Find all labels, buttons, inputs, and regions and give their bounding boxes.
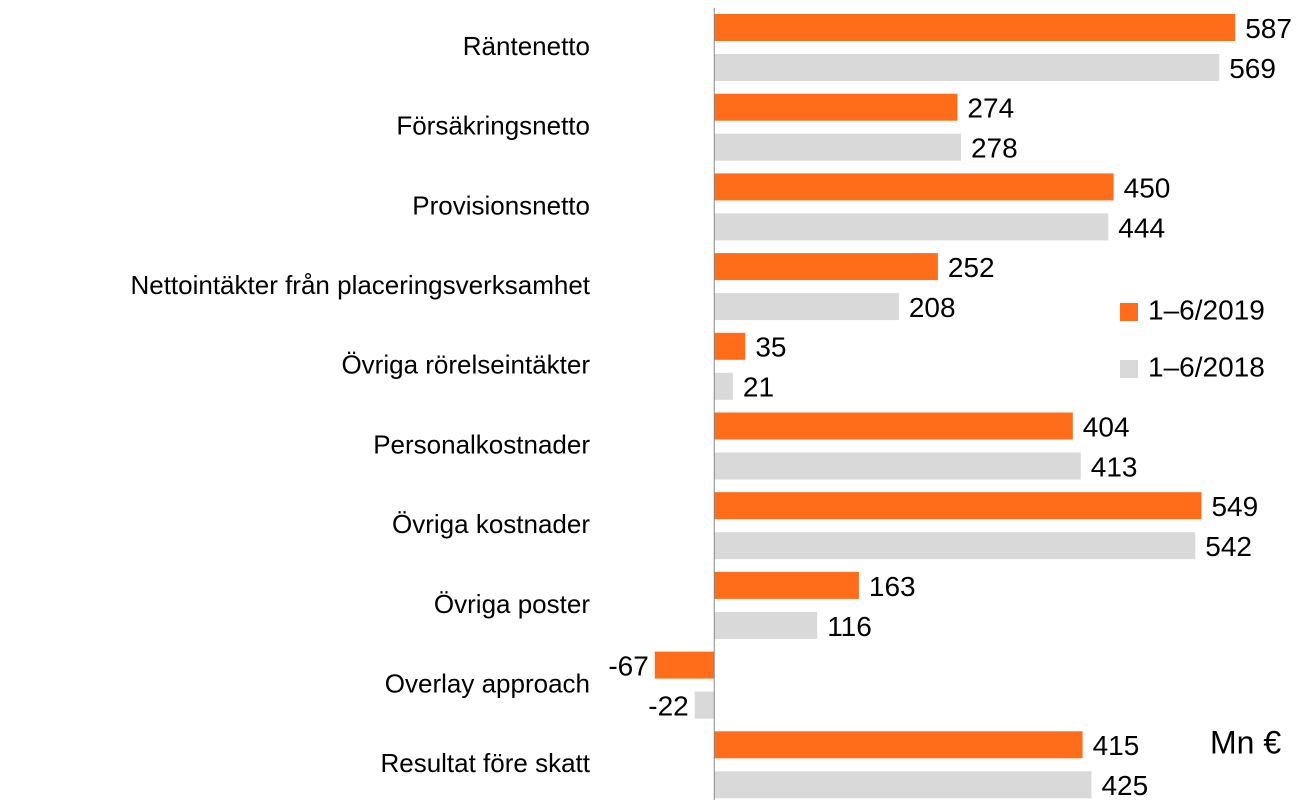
category-label: Försäkringsnetto (396, 111, 590, 141)
category-label: Resultat före skatt (380, 748, 590, 778)
value-label: 274 (967, 93, 1014, 124)
value-label: 569 (1229, 53, 1276, 84)
value-label: 116 (827, 611, 872, 642)
bar (714, 532, 1196, 560)
value-label: 35 (755, 332, 786, 363)
legend-swatch (1120, 360, 1138, 378)
bar (714, 213, 1109, 241)
legend-swatch (1120, 303, 1138, 321)
bar (714, 571, 859, 599)
bar (714, 771, 1092, 799)
bar (714, 332, 746, 360)
bar (714, 93, 958, 121)
value-label: 278 (971, 133, 1018, 164)
bar (714, 452, 1081, 480)
value-label: 444 (1118, 212, 1165, 243)
bar (714, 412, 1073, 440)
category-label: Övriga rörelseintäkter (341, 350, 590, 380)
category-label: Provisionsnetto (412, 190, 590, 220)
bar (654, 651, 715, 679)
value-label: 587 (1245, 13, 1292, 44)
bar (714, 253, 938, 281)
unit-label: Mn € (1210, 724, 1281, 760)
value-label: 542 (1205, 531, 1252, 562)
value-label: -67 (608, 650, 648, 681)
value-label: 415 (1093, 730, 1140, 761)
category-label: Räntenetto (463, 31, 590, 61)
bar (714, 133, 961, 161)
value-label: 450 (1124, 172, 1171, 203)
value-label: 404 (1083, 411, 1130, 442)
value-label: 208 (909, 292, 956, 323)
value-label: -22 (648, 690, 688, 721)
bar (714, 54, 1220, 81)
category-label: Overlay approach (385, 668, 590, 698)
category-label: Nettointäkter från placeringsverksamhet (130, 270, 590, 300)
value-label: 549 (1211, 491, 1258, 522)
value-label: 413 (1091, 451, 1138, 482)
category-label: Övriga kostnader (392, 509, 590, 539)
bar (714, 611, 818, 639)
value-label: 21 (743, 372, 774, 403)
value-label: 252 (948, 252, 995, 283)
bar (694, 691, 715, 719)
value-label: 163 (869, 571, 916, 602)
value-label: 425 (1101, 770, 1148, 801)
bar (714, 293, 899, 321)
bar (714, 731, 1083, 759)
bar (714, 372, 733, 400)
legend-label: 1–6/2019 (1148, 294, 1265, 325)
legend-label: 1–6/2018 (1148, 351, 1265, 382)
category-label: Övriga poster (434, 589, 590, 619)
bar (714, 173, 1114, 201)
bar (714, 14, 1236, 41)
bar (714, 492, 1202, 520)
category-label: Personalkostnader (373, 429, 590, 459)
